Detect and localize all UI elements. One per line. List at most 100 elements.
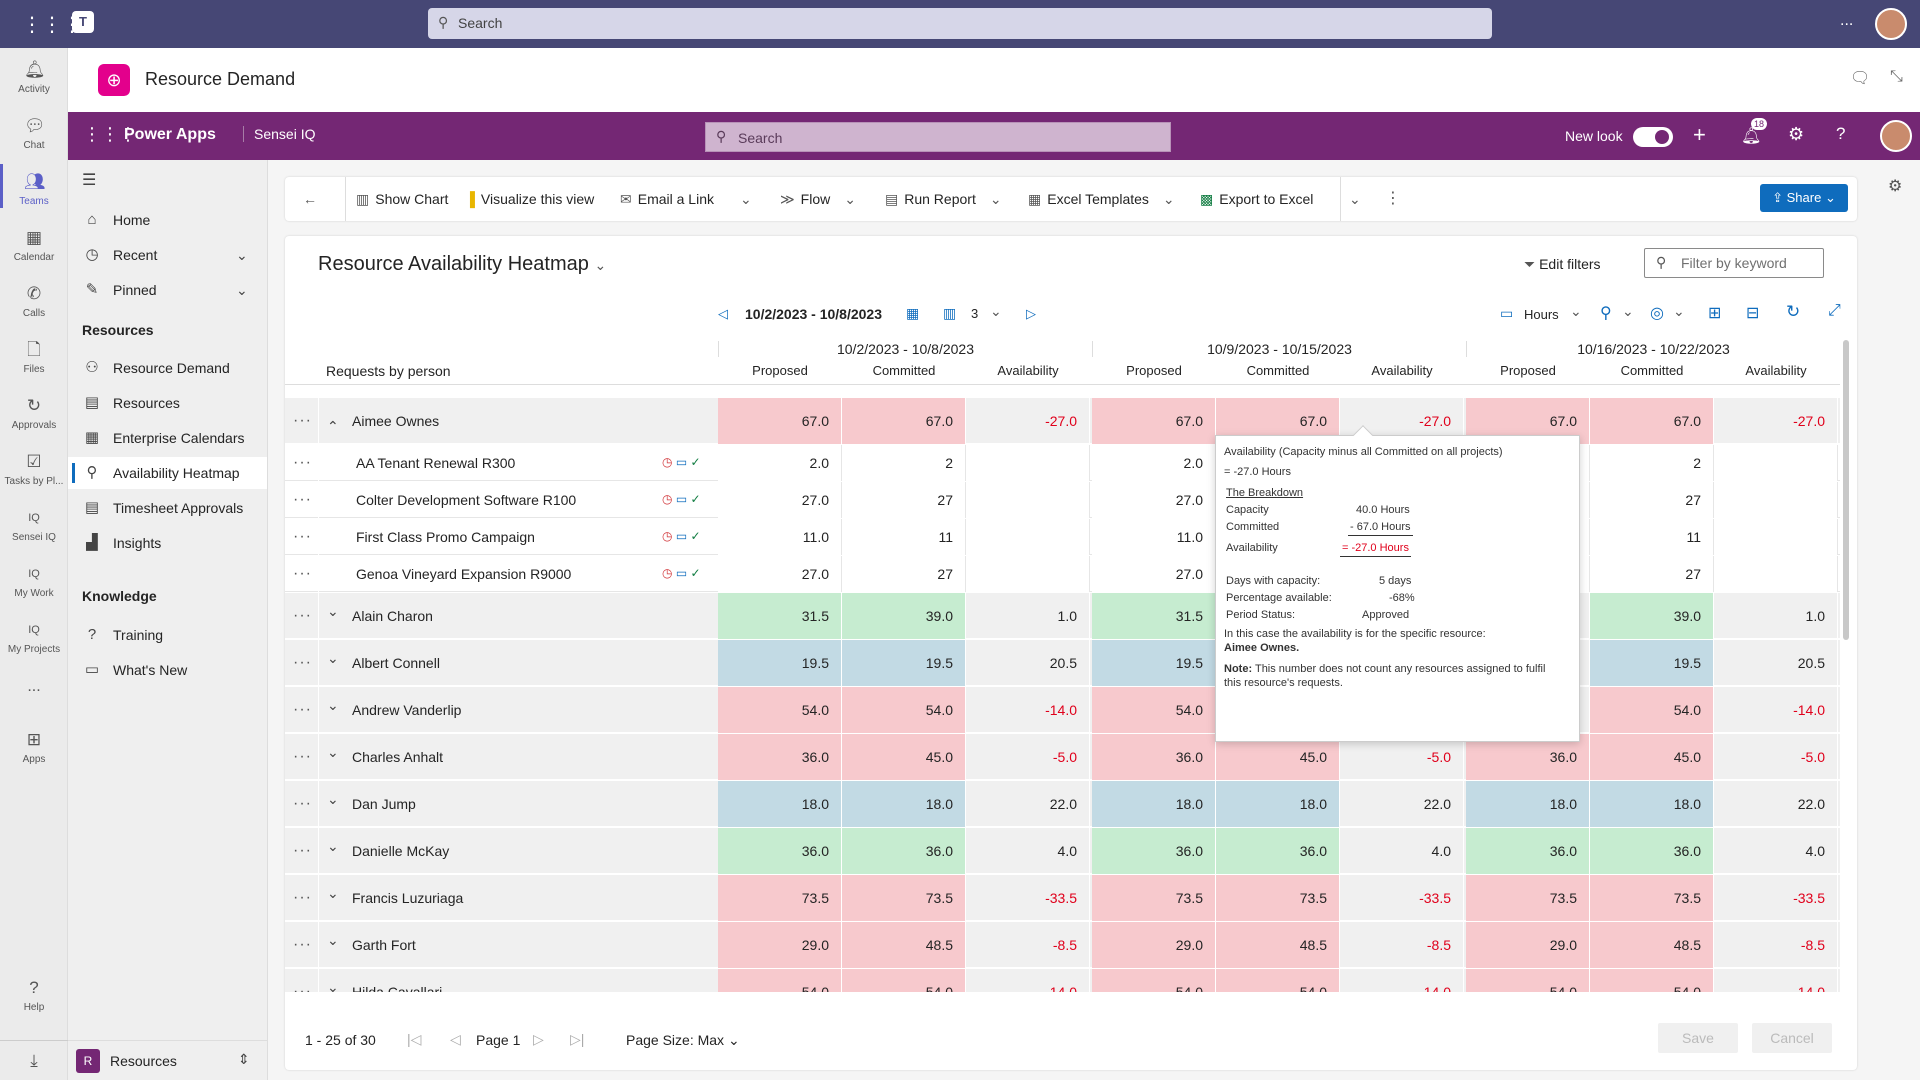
- column-header-committed[interactable]: Committed: [1246, 363, 1310, 378]
- heatmap-cell[interactable]: 18.0: [718, 781, 842, 827]
- more-options-icon[interactable]: ...: [1840, 12, 1854, 29]
- comment-icon[interactable]: ▭: [675, 565, 688, 580]
- heatmap-cell[interactable]: [966, 556, 1090, 592]
- heatmap-cell[interactable]: 73.5: [1216, 875, 1340, 921]
- chevron-down-icon[interactable]: ⌄: [327, 696, 339, 713]
- chevron-down-icon[interactable]: ⌄: [740, 191, 752, 207]
- powerapps-search-input[interactable]: Search: [705, 122, 1171, 152]
- heatmap-cell[interactable]: [1714, 556, 1838, 592]
- heatmap-cell[interactable]: -14.0: [1340, 969, 1464, 992]
- row-actions-icon[interactable]: ···: [293, 527, 312, 545]
- app-launcher-icon[interactable]: ⋮⋮⋮: [22, 14, 82, 36]
- request-name[interactable]: Colter Development Software R100: [356, 491, 577, 508]
- heatmap-cell[interactable]: -5.0: [966, 734, 1090, 780]
- heatmap-cell[interactable]: 4.0: [966, 828, 1090, 874]
- show-chart-button[interactable]: ▥ Show Chart: [345, 177, 448, 221]
- visualize-button[interactable]: ▐ Visualize this view: [465, 177, 594, 221]
- person-name[interactable]: Albert Connell: [352, 654, 440, 671]
- chat-bubble-icon[interactable]: 🗨︎: [1850, 70, 1871, 87]
- nav-recent[interactable]: ◷ Recent ⌄: [68, 239, 267, 271]
- chevron-down-icon[interactable]: ⌄: [327, 931, 339, 948]
- row-actions-icon[interactable]: ···: [293, 747, 312, 765]
- heatmap-cell[interactable]: 27.0: [1092, 482, 1216, 518]
- heatmap-cell[interactable]: [1714, 482, 1838, 518]
- heatmap-cell[interactable]: 48.5: [1216, 922, 1340, 968]
- rail-chat[interactable]: 💬︎ Chat: [0, 116, 68, 151]
- chevron-down-icon[interactable]: ⌄: [1622, 303, 1634, 319]
- waffle-icon[interactable]: ⋮⋮⋮: [83, 124, 137, 144]
- nav-availability-heatmap[interactable]: ⚲ Availability Heatmap: [68, 457, 267, 489]
- row-actions-icon[interactable]: ···: [293, 982, 312, 993]
- person-row[interactable]: ··· ⌄ Andrew Vanderlip 54.0 54.0 -14.0 54.0 54.…: [285, 687, 1840, 734]
- heatmap-cell[interactable]: 4.0: [1714, 828, 1838, 874]
- rail-approvals[interactable]: ↻ Approvals: [0, 396, 68, 431]
- heatmap-cell[interactable]: 2.0: [1092, 445, 1216, 481]
- heatmap-cell[interactable]: 27: [842, 482, 966, 518]
- person-row[interactable]: ··· ⌃ Aimee Ownes 67.0 67.0 -27.0 67.0 67.0 -27.…: [285, 398, 1840, 445]
- heatmap-cell[interactable]: -14.0: [1714, 687, 1838, 733]
- export-excel-button[interactable]: ▩ Export to Excel: [1200, 177, 1313, 221]
- user-avatar[interactable]: [1880, 120, 1912, 152]
- heatmap-cell[interactable]: 36.0: [1466, 828, 1590, 874]
- person-name[interactable]: Andrew Vanderlip: [352, 701, 462, 718]
- heatmap-cell[interactable]: 73.5: [1590, 875, 1714, 921]
- heatmap-cell[interactable]: [1714, 519, 1838, 555]
- heatmap-cell[interactable]: -8.5: [1714, 922, 1838, 968]
- heatmap-cell[interactable]: 22.0: [966, 781, 1090, 827]
- heatmap-cell[interactable]: 2.0: [718, 445, 842, 481]
- person-row[interactable]: ··· ⌄ Dan Jump 18.0 18.0 22.0 18.0 18.0 22.0 18.0…: [285, 781, 1840, 828]
- heatmap-cell[interactable]: 48.5: [842, 922, 966, 968]
- heatmap-cell[interactable]: 22.0: [1340, 781, 1464, 827]
- person-name[interactable]: Francis Luzuriaga: [352, 889, 464, 906]
- chevron-down-icon[interactable]: ⌄: [327, 978, 339, 993]
- heatmap-cell[interactable]: 27: [1590, 556, 1714, 592]
- rail-sensei-iq[interactable]: IQ Sensei IQ: [0, 508, 68, 543]
- heatmap-cell[interactable]: -5.0: [1340, 734, 1464, 780]
- row-actions-icon[interactable]: ···: [293, 606, 312, 624]
- heatmap-cell[interactable]: 18.0: [1092, 781, 1216, 827]
- person-row[interactable]: ··· ⌄ Danielle McKay 36.0 36.0 4.0 36.0 36.0 4.0…: [285, 828, 1840, 875]
- run-report-button[interactable]: ▤ Run Report ⌄: [885, 177, 1002, 221]
- row-actions-icon[interactable]: ···: [293, 653, 312, 671]
- chevron-down-icon[interactable]: ⌄: [327, 649, 339, 666]
- nav-insights[interactable]: ▟ Insights: [68, 527, 267, 559]
- chevron-down-icon[interactable]: ⌄: [327, 743, 339, 760]
- person-row[interactable]: ··· ⌄ Charles Anhalt 36.0 45.0 -5.0 36.0 45.0 -5…: [285, 734, 1840, 781]
- rail-teams[interactable]: 👥︎ Teams: [0, 164, 68, 208]
- heatmap-cell[interactable]: 54.0: [842, 687, 966, 733]
- teams-search-input[interactable]: Search: [428, 8, 1492, 39]
- heatmap-cell[interactable]: 31.5: [718, 593, 842, 639]
- collapse-icon[interactable]: ⤡: [1890, 68, 1903, 85]
- request-name[interactable]: AA Tenant Renewal R300: [356, 454, 516, 471]
- chevron-down-icon[interactable]: ⌄: [1673, 303, 1685, 319]
- person-row[interactable]: ··· ⌄ Hilda Cavallari 54.0 54.0 -14.0 54.0 54.0…: [285, 969, 1840, 992]
- zoom-icon[interactable]: ⚲: [1600, 305, 1612, 322]
- rail-my-projects[interactable]: IQ My Projects: [0, 620, 68, 655]
- heatmap-cell[interactable]: [966, 519, 1090, 555]
- calendar-icon[interactable]: ▦: [906, 305, 920, 321]
- heatmap-cell[interactable]: -33.5: [1340, 875, 1464, 921]
- request-row[interactable]: ··· First Class Promo Campaign ◷ ▭ ✓ 11.0 11…: [285, 519, 1840, 556]
- request-name[interactable]: First Class Promo Campaign: [356, 528, 535, 545]
- heatmap-cell[interactable]: 31.5: [1092, 593, 1216, 639]
- heatmap-cell[interactable]: -14.0: [966, 687, 1090, 733]
- heatmap-cell[interactable]: -33.5: [966, 875, 1090, 921]
- row-actions-icon[interactable]: ···: [293, 490, 312, 508]
- nav-training[interactable]: ? Training: [68, 619, 267, 651]
- chevron-down-icon[interactable]: ⌄: [1570, 303, 1582, 319]
- heatmap-cell[interactable]: 2: [1590, 445, 1714, 481]
- heatmap-cell[interactable]: 54.0: [718, 969, 842, 992]
- first-page-icon[interactable]: |◁: [407, 1031, 422, 1047]
- heatmap-cell[interactable]: 4.0: [1340, 828, 1464, 874]
- user-avatar[interactable]: [1875, 8, 1907, 40]
- heatmap-cell[interactable]: [1466, 593, 1590, 639]
- column-header-availability[interactable]: Availability: [1745, 363, 1807, 378]
- excel-templates-button[interactable]: ▦ Excel Templates ⌄: [1028, 177, 1175, 221]
- heatmap-cell[interactable]: 67.0: [718, 398, 842, 444]
- heatmap-cell[interactable]: 29.0: [718, 922, 842, 968]
- vertical-scrollbar[interactable]: [1843, 340, 1849, 640]
- heatmap-cell[interactable]: 20.5: [966, 640, 1090, 686]
- rail-activity[interactable]: 🔔︎ Activity: [0, 60, 68, 95]
- previous-period-icon[interactable]: ◁: [718, 306, 728, 321]
- heatmap-cell[interactable]: 18.0: [842, 781, 966, 827]
